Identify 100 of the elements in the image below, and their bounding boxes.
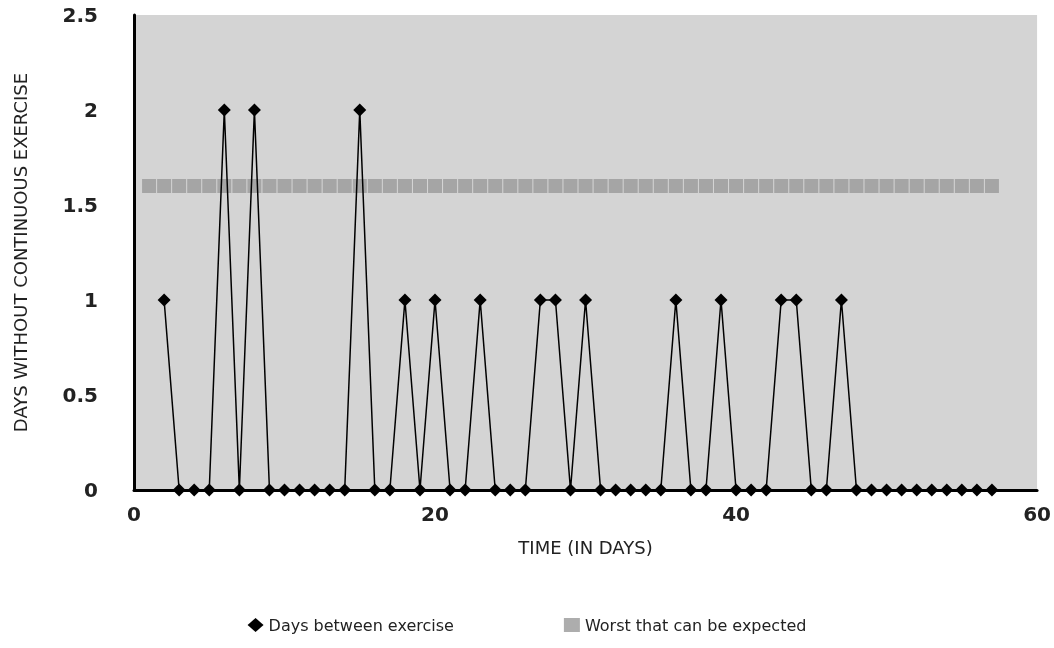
point [594,483,608,497]
point [623,179,638,193]
point [368,483,382,497]
point [789,179,804,193]
point [142,179,157,193]
point [638,179,653,193]
point [834,293,848,307]
point [488,179,503,193]
point [970,483,984,497]
point [413,483,427,497]
y-tick-label: 0.5 [62,383,98,407]
point [382,179,397,193]
point [187,483,201,497]
point [338,483,352,497]
point [518,483,532,497]
point [172,179,187,193]
point [323,483,337,497]
point [880,483,894,497]
point [985,483,999,497]
y-tick-label: 0 [84,478,98,502]
point [292,179,307,193]
point [202,483,216,497]
point [293,483,307,497]
point [383,483,397,497]
point [714,293,728,307]
point [608,179,623,193]
point [308,483,322,497]
point [579,293,593,307]
point [247,103,261,117]
point [819,179,834,193]
point [669,293,683,307]
point [157,179,172,193]
point [548,179,563,193]
x-axis-title: TIME (IN DAYS) [517,536,653,558]
point [879,179,894,193]
point [262,483,276,497]
point [503,483,517,497]
point [819,483,833,497]
point [443,179,458,193]
point [909,179,924,193]
point [653,179,668,193]
x-tick-label: 60 [1023,502,1052,526]
point [533,179,548,193]
point [353,103,367,117]
point [939,179,954,193]
x-tick-label: 40 [722,502,750,526]
point [533,293,547,307]
point [202,179,217,193]
point [774,293,788,307]
point [969,179,984,193]
point [488,483,502,497]
point [428,179,443,193]
point [624,483,638,497]
y-tick-label: 2 [84,98,98,122]
legend-label: Worst that can be expected [584,615,807,635]
point [894,179,909,193]
point [744,179,759,193]
point [593,179,608,193]
y-tick-label: 1 [84,288,98,312]
point [322,179,337,193]
y-tick-label: 2.5 [62,3,98,27]
point [804,179,819,193]
point [398,293,412,307]
point [834,179,849,193]
point [789,293,803,307]
point [684,483,698,497]
x-tick-label: 20 [421,502,449,526]
point [729,483,743,497]
point [503,179,518,193]
point [804,483,818,497]
point [187,179,202,193]
point [984,179,999,193]
point [262,179,277,193]
point [307,179,322,193]
point [278,483,292,497]
point [337,179,352,193]
point [458,483,472,497]
y-axis-title: DAYS WITHOUT CONTINUOUS EXERCISE [9,72,31,433]
point [698,179,713,193]
point [367,179,382,193]
point [955,483,969,497]
point [729,179,744,193]
point [865,483,879,497]
legend-label: Days between exercise [268,615,454,635]
point [774,179,789,193]
x-tick-label: 0 [127,502,141,526]
point [668,179,683,193]
point [910,483,924,497]
point [473,293,487,307]
point [412,179,427,193]
point [232,483,246,497]
point [217,103,231,117]
point [172,483,186,497]
point [849,179,864,193]
point [397,179,412,193]
point [759,179,774,193]
point [954,179,969,193]
point [940,483,954,497]
point [443,483,457,497]
point [654,483,668,497]
